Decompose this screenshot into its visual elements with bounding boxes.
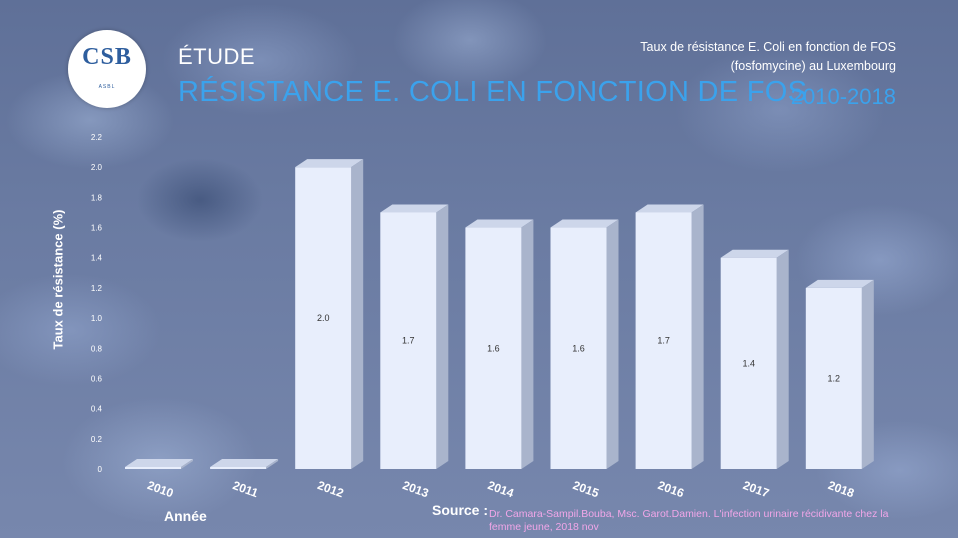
bar-top-face: [635, 204, 704, 213]
bar-data-label: 1.7: [402, 336, 415, 346]
bar-2014: 1.6: [465, 219, 534, 469]
bar-side-face: [521, 219, 534, 469]
x-tick-label: 2015: [571, 478, 601, 500]
bar-2017: 1.4: [720, 249, 789, 469]
bar-front-face: [295, 167, 352, 469]
bar-top-face: [125, 459, 193, 467]
chart-subtitle: Taux de résistance E. Coli en fonction d…: [576, 38, 896, 76]
x-tick-label: 2017: [741, 478, 771, 500]
x-tick-label: 2010: [145, 478, 175, 500]
csb-logo: CSB ASBL: [68, 30, 146, 108]
bar-top-face: [295, 159, 364, 168]
bar-top-face: [805, 279, 874, 288]
bar-front-face: [380, 212, 437, 470]
bar-side-face: [266, 459, 279, 469]
bar-top-face: [465, 219, 534, 228]
bar-2013: 1.7: [380, 204, 449, 470]
x-tick-label: 2011: [231, 478, 261, 500]
kicker: ÉTUDE: [178, 44, 256, 69]
subtitle-line-1: Taux de résistance E. Coli en fonction d…: [640, 40, 896, 54]
bars: 2.0 1.7 1.6 1.6 1.7 1.4 1.2: [125, 159, 874, 470]
x-tick-label: 2012: [316, 478, 346, 500]
subtitle-line-2: (fosfomycine) au Luxembourg: [730, 59, 896, 73]
y-tick-label: 1.6: [91, 224, 103, 233]
x-tick-label: 2018: [826, 478, 856, 500]
y-tick-label: 1.2: [91, 284, 103, 293]
y-tick-label: 0.2: [91, 435, 103, 444]
bar-front-face: [720, 257, 777, 469]
x-axis-ticks: 2010 2011 2012 2013 2014 2015 2016 2017 2018: [145, 478, 856, 500]
logo-subtext: ASBL: [98, 84, 116, 90]
bar-front-face: [550, 227, 607, 469]
bar-2012: 2.0: [295, 159, 364, 469]
bar-top-face: [210, 459, 279, 467]
bar-data-label: 1.7: [657, 336, 670, 346]
x-tick-label: 2014: [486, 478, 516, 500]
bar-front-face: [125, 467, 181, 469]
y-tick-label: 1.8: [91, 193, 103, 202]
bar-data-label: 1.2: [828, 373, 841, 383]
bar-side-face: [776, 249, 789, 469]
y-tick-label: 0.4: [91, 405, 103, 414]
bar-front-face: [635, 212, 692, 470]
bar-2018: 1.2: [805, 279, 874, 469]
bar-2010: [125, 459, 193, 469]
bar-data-label: 1.6: [487, 343, 500, 353]
y-tick-label: 2.2: [91, 133, 103, 142]
y-tick-label: 2.0: [91, 163, 103, 172]
y-tick-label: 1.4: [91, 254, 103, 263]
bar-data-label: 2.0: [317, 313, 330, 323]
y-tick-label: 0.8: [91, 344, 103, 353]
bar-side-face: [861, 279, 874, 469]
x-tick-label: 2013: [401, 478, 431, 500]
y-axis-label: Taux de résistance (%): [50, 209, 66, 350]
bar-side-face: [181, 459, 193, 469]
bar-data-label: 1.6: [572, 343, 585, 353]
bar-top-face: [720, 249, 789, 258]
source-label: Source :: [432, 502, 489, 518]
bar-front-face: [210, 467, 267, 469]
bar-front-face: [465, 227, 522, 469]
bar-side-face: [691, 204, 704, 470]
y-axis-ticks: 0 0.2 0.4 0.6 0.8 1.0 1.2 1.4 1.6 1.8 2.0 2.2: [91, 133, 103, 474]
bar-2011: [210, 459, 279, 469]
page-title: RÉSISTANCE E. COLI EN FONCTION DE FOS: [178, 76, 808, 108]
y-tick-label: 1.0: [91, 314, 103, 323]
y-tick-label: 0.6: [91, 374, 103, 383]
bar-side-face: [606, 219, 619, 469]
bar-data-label: 1.4: [742, 358, 755, 368]
bar-top-face: [550, 219, 619, 228]
bar-2015: 1.6: [550, 219, 619, 469]
x-tick-label: 2016: [656, 478, 686, 500]
y-tick-label: 0: [98, 465, 103, 474]
bar-front-face: [805, 287, 862, 469]
bar-2016: 1.7: [635, 204, 704, 470]
bar-side-face: [436, 204, 449, 470]
logo-text: CSB: [82, 44, 132, 70]
source-citation: Dr. Camara-Sampil.Bouba, Msc. Garot.Dami…: [489, 508, 889, 533]
bar-side-face: [351, 159, 364, 469]
year-range: 2010-2018: [790, 84, 896, 109]
x-axis-label: Année: [164, 508, 207, 524]
bar-top-face: [380, 204, 449, 213]
